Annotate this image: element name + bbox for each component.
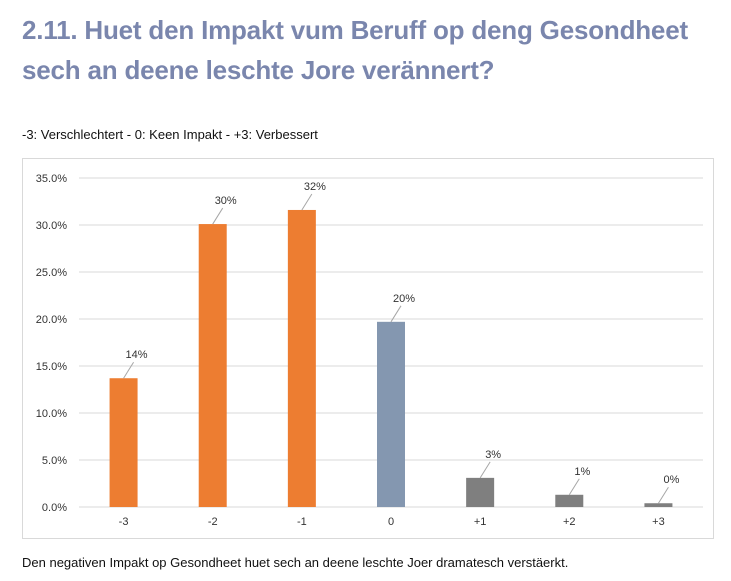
x-tick-label: +1 — [474, 516, 487, 528]
data-label-leader — [568, 478, 580, 496]
bar-0 — [377, 321, 405, 507]
x-tick-label: 0 — [388, 516, 394, 528]
data-label-leader — [658, 486, 669, 504]
bar-+2 — [555, 494, 584, 507]
data-label-leader — [212, 207, 224, 225]
data-label: 32% — [304, 181, 326, 193]
x-tick-label: -3 — [119, 516, 129, 528]
data-label: 30% — [215, 195, 237, 207]
chart-caption: Den negativen Impakt op Gesondheet huet … — [22, 555, 569, 570]
data-label-leader — [301, 193, 313, 211]
y-tick-label: 10.0% — [36, 408, 67, 420]
chart-title: 2.11. Huet den Impakt vum Beruff op deng… — [22, 15, 688, 85]
x-tick-label: +2 — [563, 516, 576, 528]
data-label-leader — [390, 305, 402, 323]
y-tick-label: 0.0% — [42, 502, 67, 514]
data-label: 20% — [393, 293, 415, 305]
y-tick-label: 25.0% — [36, 267, 67, 279]
chart-frame: 0.0% 5.0% 10.0% 15.0% 20.0% 25.0% 30.0% 35.0% 14… — [22, 158, 714, 539]
x-tick-label: -2 — [208, 516, 218, 528]
x-tick-label: +3 — [652, 516, 665, 528]
bar-+1 — [466, 477, 495, 507]
data-label: 1% — [574, 466, 590, 478]
y-tick-label: 20.0% — [36, 314, 67, 326]
y-tick-label: 30.0% — [36, 220, 67, 232]
data-label: 14% — [126, 349, 148, 361]
data-label: 0% — [663, 474, 679, 486]
scale-legend-note: -3: Verschlechtert - 0: Keen Impakt - +3… — [22, 127, 318, 142]
bar--2 — [198, 224, 227, 507]
y-tick-label: 15.0% — [36, 361, 67, 373]
y-tick-label: 35.0% — [36, 173, 67, 185]
data-label-leader — [123, 361, 134, 379]
x-tick-label: -1 — [297, 516, 307, 528]
y-tick-label: 5.0% — [42, 455, 67, 467]
bar-+3 — [644, 503, 673, 507]
data-label: 3% — [485, 449, 501, 461]
data-label-leader — [479, 461, 491, 479]
bar-chart: 0.0% 5.0% 10.0% 15.0% 20.0% 25.0% 30.0% 35.0% 14… — [36, 173, 703, 528]
bar--1 — [287, 209, 316, 507]
bar--3 — [109, 378, 138, 507]
